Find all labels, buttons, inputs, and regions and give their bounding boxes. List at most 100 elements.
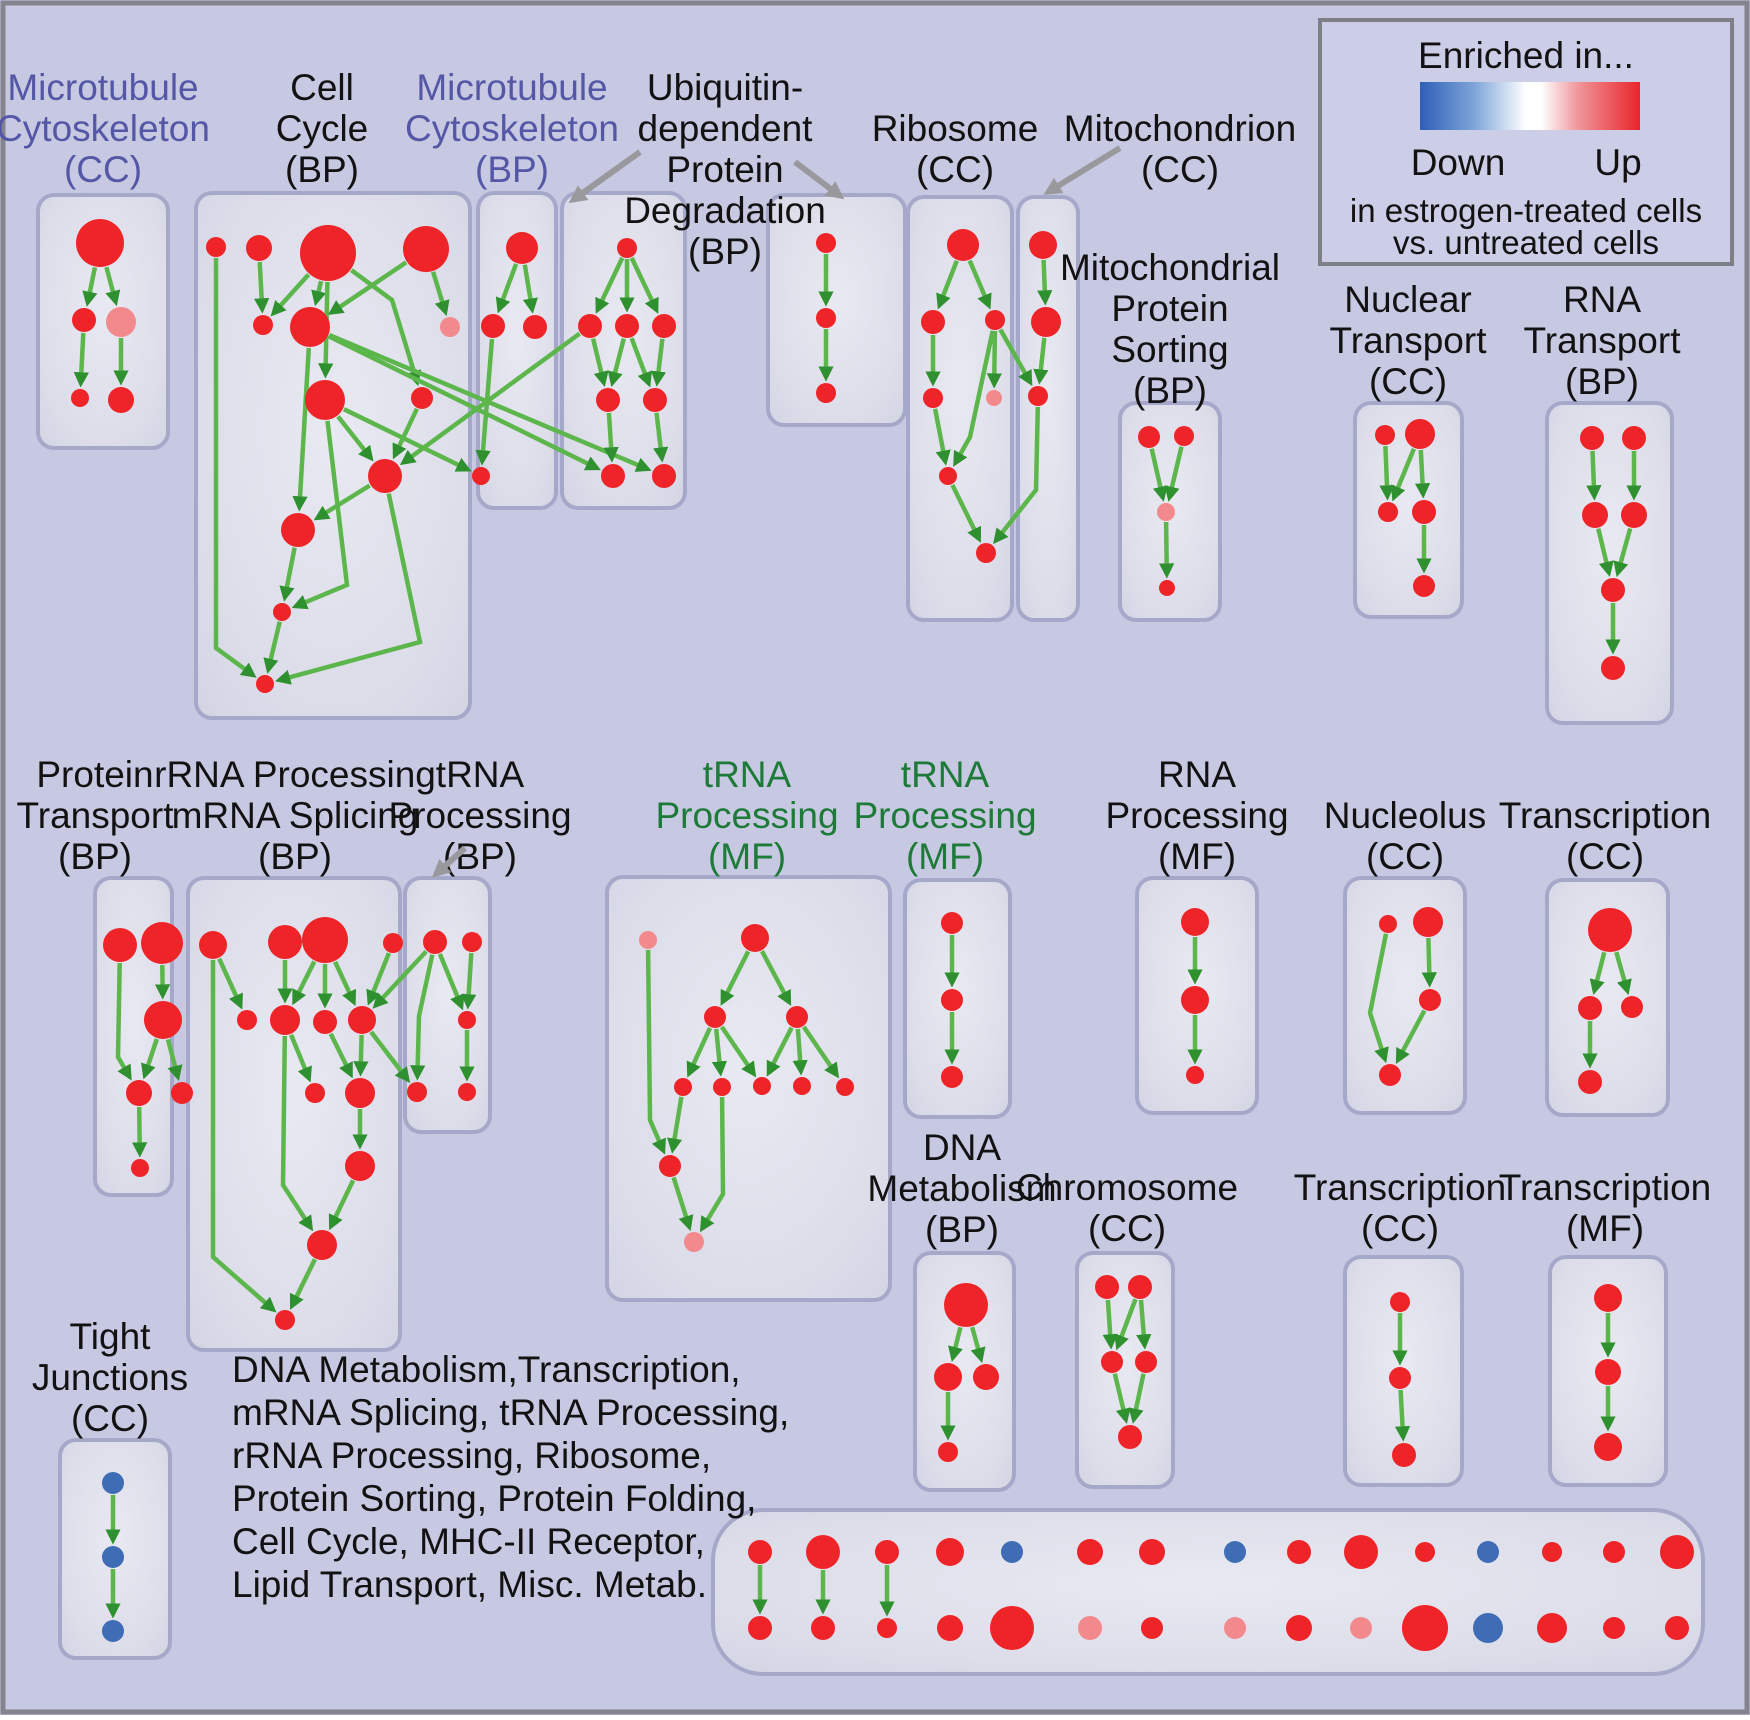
- node-trnamf1-f: [713, 1078, 731, 1096]
- nucleolus-label-line-2: (CC): [1366, 836, 1444, 877]
- node-txccmid-b: [1578, 996, 1602, 1020]
- node-mtcc-e: [108, 387, 134, 413]
- node-ubiqa-a: [578, 314, 602, 338]
- node-txmf-b: [1595, 1359, 1621, 1385]
- node-mtcc-a: [76, 219, 124, 267]
- node-ubiqa-b: [615, 314, 639, 338]
- node-rnatrans-d: [1621, 502, 1647, 528]
- ubiquitin-label-line-4: Degradation: [624, 190, 826, 231]
- node-ubiqb-c: [816, 383, 836, 403]
- node-mtcc-d: [71, 389, 89, 407]
- node-bottom-t3: [875, 1540, 899, 1564]
- node-mtbp-c: [523, 315, 547, 339]
- node-bottom-t10: [1344, 1535, 1378, 1569]
- node-ribo-g: [976, 543, 996, 563]
- node-rrna-g: [313, 1010, 337, 1034]
- txccmid-label-line-2: (CC): [1566, 836, 1644, 877]
- edge-mito-a-to-mito-b: [1044, 260, 1046, 301]
- category-text-line-6: Lipid Transport, Misc. Metab.: [232, 1564, 707, 1605]
- edge-cellcycle-b-to-cellcycle-e: [260, 262, 263, 309]
- node-bottom-t9: [1287, 1540, 1311, 1564]
- node-mito-b: [1031, 307, 1061, 337]
- node-rrna-b: [268, 925, 302, 959]
- node-ribo-d: [923, 388, 943, 408]
- node-ubiqa-t: [617, 238, 637, 258]
- node-trnamf1-b: [741, 924, 769, 952]
- node-bottom-t4: [936, 1538, 964, 1566]
- edge-trnamf1-d-to-trnamf1-h: [798, 1029, 801, 1071]
- node-bottom-t12: [1477, 1541, 1499, 1563]
- node-rrna-k: [345, 1151, 375, 1181]
- category-text-line-1: DNA Metabolism,Transcription,: [232, 1349, 741, 1390]
- node-cellcycle-i: [411, 387, 433, 409]
- node-mitosort-d: [1159, 580, 1175, 596]
- node-bottom-t14: [1603, 1541, 1625, 1563]
- node-bottom-t11: [1415, 1542, 1435, 1562]
- trnamf1-label-line-2: Processing: [655, 795, 838, 836]
- node-bottom-b10: [1350, 1617, 1372, 1639]
- legend-title: Enriched in...: [1418, 35, 1634, 76]
- node-nuctrans-d: [1412, 500, 1436, 524]
- txcclow-label-line-1: Transcription: [1294, 1167, 1506, 1208]
- node-prottrans-e: [171, 1082, 193, 1104]
- node-ubiqa-g: [652, 464, 676, 488]
- rnatrans-label-line-1: RNA: [1563, 279, 1641, 320]
- node-rrna-a: [199, 931, 227, 959]
- edge-rnatrans-a-to-rnatrans-c: [1593, 451, 1595, 496]
- prottrans-label-line-1: Protein: [36, 754, 153, 795]
- ribosome-label-line-2: (CC): [916, 149, 994, 190]
- node-mtbp-a: [506, 232, 538, 264]
- edge-chromo-a-to-chromo-c: [1108, 1300, 1111, 1345]
- node-tight-c: [102, 1620, 124, 1642]
- dnamet-label-line-1: DNA: [923, 1127, 1001, 1168]
- node-rnamf-b: [1181, 986, 1209, 1014]
- node-bottom-b15: [1665, 1616, 1689, 1640]
- rrna-label-line-3: (BP): [258, 836, 332, 877]
- txmf-label-line-1: Transcription: [1499, 1167, 1711, 1208]
- node-trnabp-b: [462, 932, 482, 952]
- node-ubiqa-f: [601, 464, 625, 488]
- node-cellcycle-j: [368, 459, 402, 493]
- trnamf1-label-line-1: tRNA: [703, 754, 792, 795]
- mtcc-label-line-3: (CC): [64, 149, 142, 190]
- node-dnamet-b: [934, 1363, 962, 1391]
- node-cellcycle-f: [290, 307, 330, 347]
- ribosome-label-line-1: Ribosome: [872, 108, 1039, 149]
- node-cellcycle-b: [246, 235, 272, 261]
- ubiquitin-label-line-5: (BP): [688, 231, 762, 272]
- node-nucleolus-b: [1413, 907, 1443, 937]
- node-bottom-t6: [1077, 1539, 1103, 1565]
- node-rnatrans-f: [1601, 656, 1625, 680]
- node-bottom-b3: [877, 1618, 897, 1638]
- node-trnamf2-c: [941, 1066, 963, 1088]
- cluster-box-bottom: [713, 1510, 1703, 1674]
- node-ubiqa-c: [652, 314, 676, 338]
- node-ribo-b: [921, 310, 945, 334]
- node-nucleolus-c: [1419, 989, 1441, 1011]
- node-trnabp-d: [407, 1082, 427, 1102]
- node-txcclow-b: [1389, 1367, 1411, 1389]
- node-bottom-t1: [748, 1540, 772, 1564]
- trnabp-label-line-2: Processing: [388, 795, 571, 836]
- node-ubiqa-e: [643, 388, 667, 412]
- tight-label-line-1: Tight: [70, 1316, 152, 1357]
- mtcc-label-line-2: Cytoskeleton: [0, 108, 210, 149]
- node-nuctrans-b: [1405, 419, 1435, 449]
- node-txccmid-a: [1588, 908, 1632, 952]
- node-rrna-j: [345, 1078, 375, 1108]
- trnamf1-label-line-3: (MF): [708, 836, 786, 877]
- node-chromo-a: [1095, 1275, 1119, 1299]
- node-bottom-b9: [1286, 1615, 1312, 1641]
- node-rrna-m: [275, 1310, 295, 1330]
- rnatrans-label-line-3: (BP): [1565, 361, 1639, 402]
- node-txmf-c: [1594, 1433, 1622, 1461]
- node-trnabp-e: [458, 1083, 476, 1101]
- node-bottom-t13: [1542, 1542, 1562, 1562]
- node-trnamf1-a: [639, 931, 657, 949]
- node-ribo-a: [947, 229, 979, 261]
- node-chromo-d: [1135, 1351, 1157, 1373]
- edge-nuctrans-a-to-nuctrans-c: [1385, 446, 1387, 496]
- node-bottom-b6: [1078, 1616, 1102, 1640]
